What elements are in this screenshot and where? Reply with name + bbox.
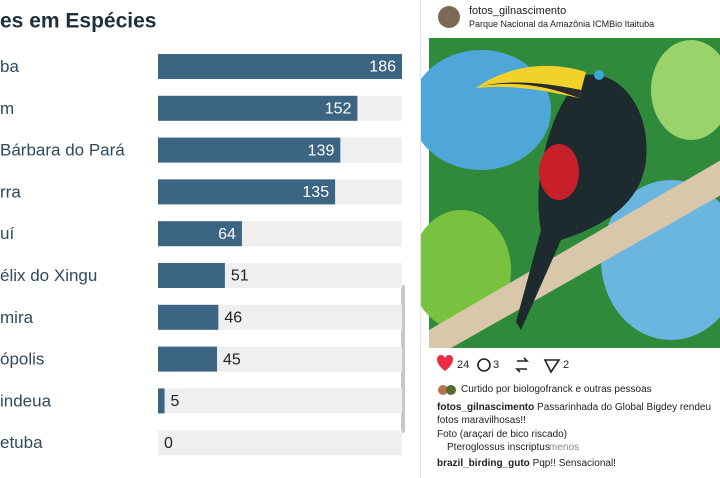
repost-icon[interactable] bbox=[515, 357, 529, 373]
category-label: indeua bbox=[0, 391, 52, 410]
value-label: 139 bbox=[308, 142, 335, 159]
bar bbox=[158, 304, 219, 330]
chart: es em Espécies 186 ba 152 m 139 Bárbara do Pa… bbox=[0, 10, 405, 456]
comment-text: Pqp!! Sensacional! bbox=[532, 458, 616, 469]
like-icon[interactable] bbox=[437, 355, 453, 371]
bar-track bbox=[158, 430, 402, 456]
more-link[interactable]: menos bbox=[549, 442, 580, 453]
comment-user[interactable]: brazil_birding_guto bbox=[437, 458, 530, 469]
share-count: 2 bbox=[563, 359, 570, 371]
value-label: 64 bbox=[218, 226, 236, 243]
value-label: 51 bbox=[231, 268, 249, 285]
category-label: élix do Xingu bbox=[0, 266, 97, 285]
instagram-post: fotos_gilnascimento Parque Nacional da A… bbox=[420, 0, 720, 478]
category-label: uí bbox=[0, 224, 14, 243]
avatar[interactable] bbox=[438, 6, 460, 28]
post-graphics bbox=[421, 6, 720, 395]
caption: fotos_gilnascimento Passarinhada do Glob… bbox=[437, 401, 717, 427]
caption-line: Pteroglossus inscriptus bbox=[447, 442, 550, 453]
value-label: 46 bbox=[224, 310, 242, 327]
bar bbox=[158, 54, 402, 79]
liked-by[interactable]: Curtido por biologofranck e outras pesso… bbox=[461, 384, 652, 395]
bar bbox=[158, 388, 165, 414]
value-label: 152 bbox=[325, 101, 352, 118]
comment-count: 3 bbox=[493, 359, 500, 371]
category-label: m bbox=[0, 99, 14, 118]
like-count: 24 bbox=[457, 359, 470, 371]
comment: brazil_birding_guto Pqp!! Sensacional! bbox=[437, 458, 616, 469]
bar-track bbox=[158, 388, 402, 414]
bar bbox=[158, 346, 218, 372]
category-label: Bárbara do Pará bbox=[0, 141, 125, 160]
value-label: 186 bbox=[369, 59, 396, 76]
value-label: 45 bbox=[223, 351, 241, 368]
bar bbox=[158, 263, 225, 288]
value-label: 135 bbox=[302, 184, 329, 201]
bar bbox=[158, 221, 242, 247]
category-label: ba bbox=[0, 57, 19, 76]
username[interactable]: fotos_gilnascimento bbox=[469, 5, 567, 17]
photo bbox=[421, 38, 720, 348]
caption-user[interactable]: fotos_gilnascimento bbox=[437, 402, 535, 413]
location[interactable]: Parque Nacional da Amazônia ICMBio Itait… bbox=[469, 19, 655, 29]
comment-icon[interactable] bbox=[477, 358, 491, 372]
category-label: mira bbox=[0, 308, 34, 327]
share-icon[interactable] bbox=[543, 359, 561, 374]
value-label: 5 bbox=[171, 393, 180, 410]
liker-avatar bbox=[446, 385, 456, 395]
category-label: etuba bbox=[0, 433, 43, 452]
bar bbox=[158, 95, 358, 121]
bar bbox=[158, 179, 336, 205]
bar bbox=[158, 137, 341, 163]
category-label: ópolis bbox=[0, 350, 44, 369]
value-label: 0 bbox=[164, 435, 173, 452]
chart-title: es em Espécies bbox=[0, 10, 156, 33]
liker-avatar bbox=[438, 385, 448, 395]
caption-text: Passarinhada do Global Bigdey rendeu fot… bbox=[437, 402, 712, 426]
category-label: rra bbox=[0, 182, 21, 201]
caption-line: Foto (araçari de bico riscado) bbox=[437, 429, 568, 440]
